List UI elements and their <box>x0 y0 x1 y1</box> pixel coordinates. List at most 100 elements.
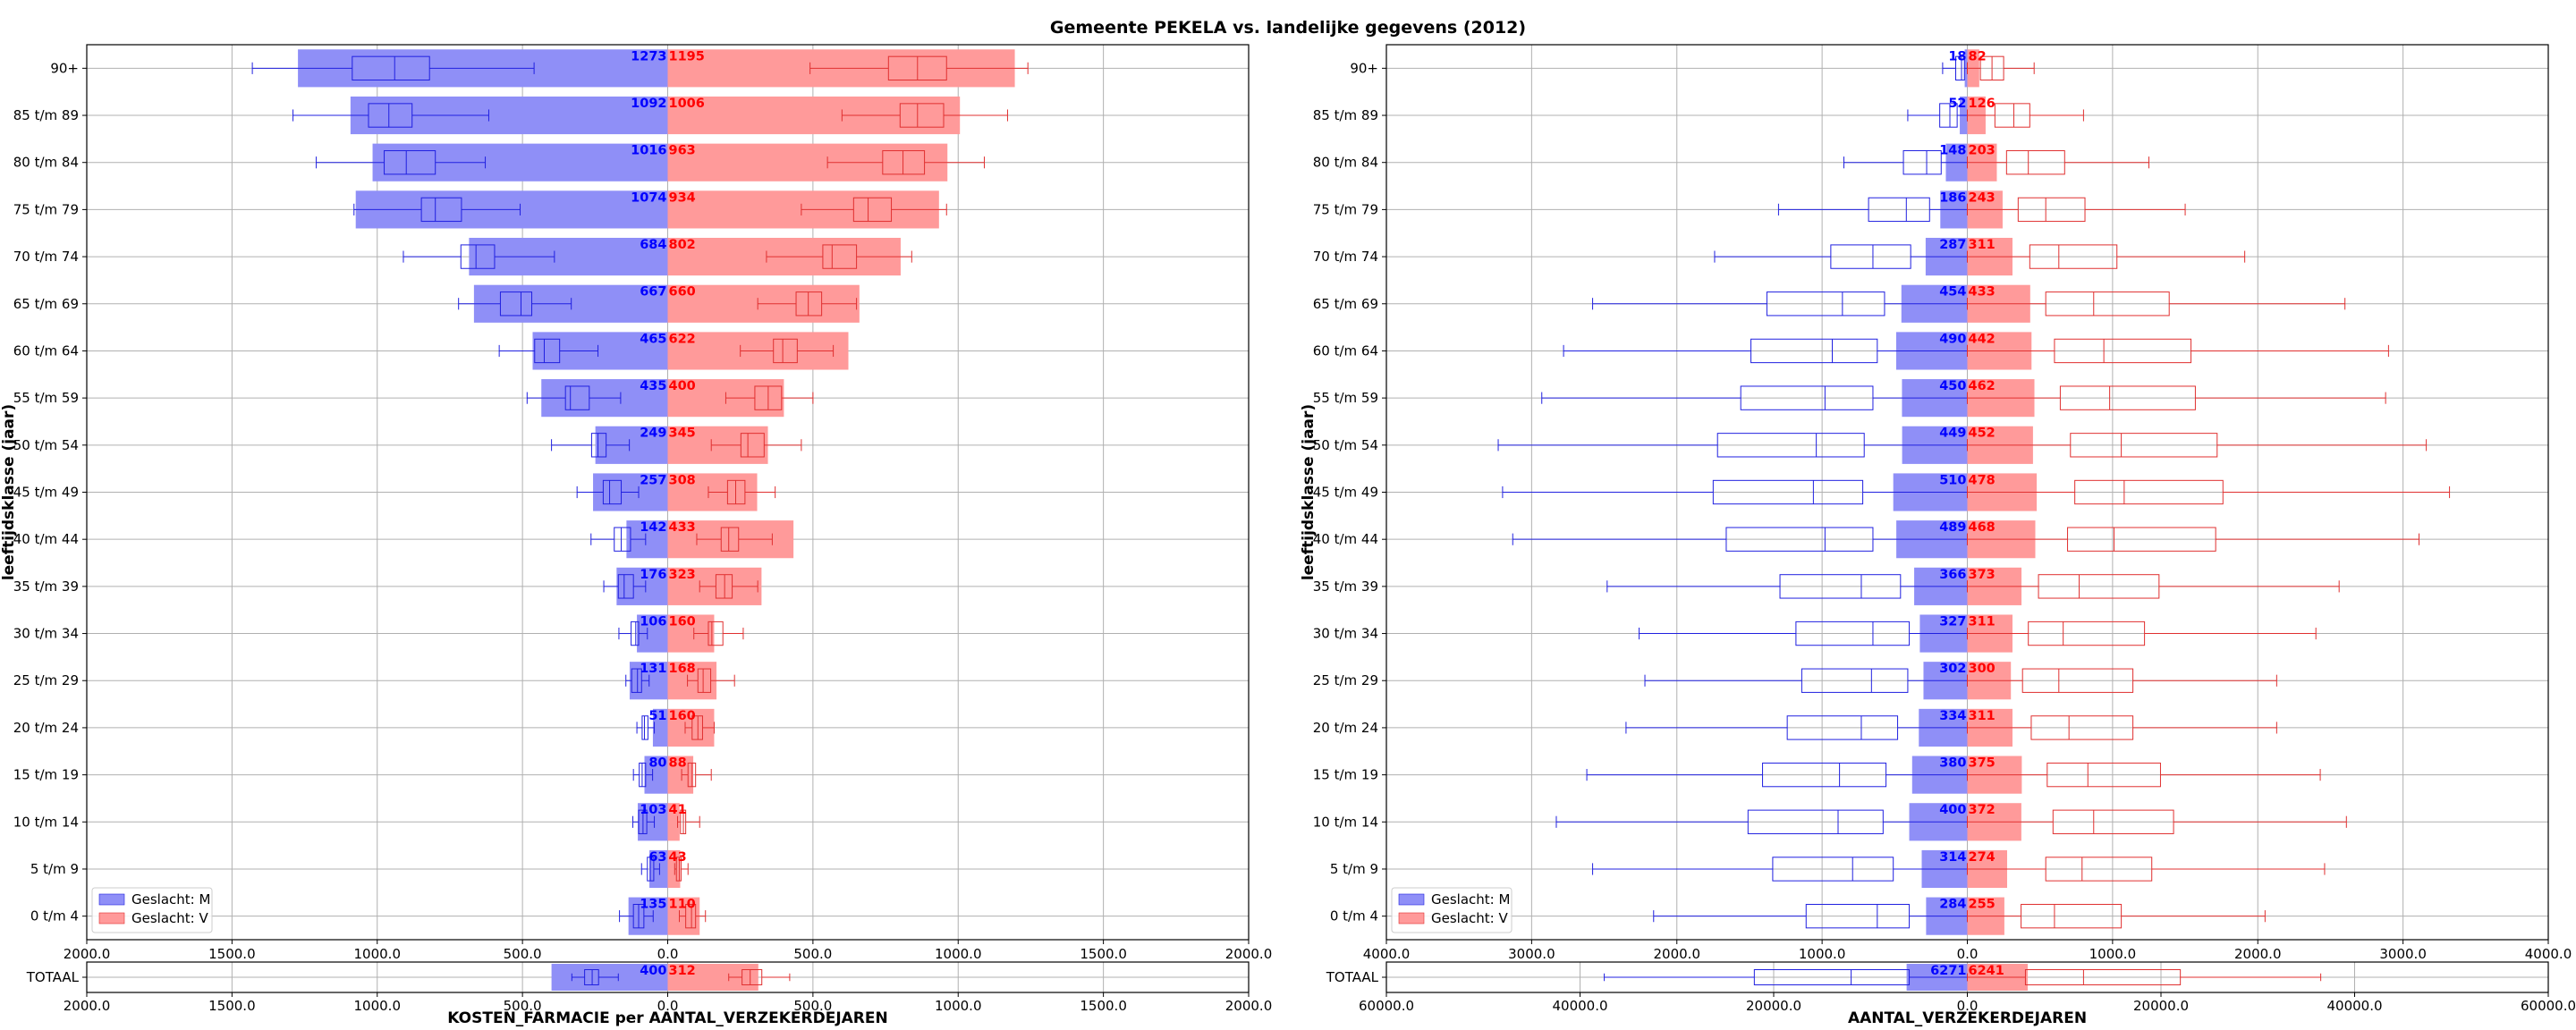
value-label-male: 380 <box>1939 756 1966 771</box>
boxplot-female <box>1967 668 2277 693</box>
box-iqr <box>602 479 623 505</box>
value-label-female: 442 <box>1969 332 1996 346</box>
value-label-male: 366 <box>1939 568 1966 582</box>
value-label-male: 400 <box>1939 803 1966 817</box>
boxplot-male <box>636 715 656 740</box>
y-tick-label: 40 t/m 44 <box>1313 531 1378 547</box>
total-x-tick-label: 60000.0 <box>2521 998 2576 1014</box>
value-label-male: 1273 <box>631 49 666 63</box>
boxplot-male <box>316 150 487 175</box>
boxplot-male <box>402 244 555 269</box>
box-iqr <box>1955 55 1965 81</box>
value-label-female: 1195 <box>669 49 705 63</box>
boxplot-female <box>1967 197 2186 223</box>
y-tick-label: 10 t/m 14 <box>13 814 79 830</box>
value-label-female: 433 <box>669 520 696 535</box>
x-tick-label: 4000.0 <box>1363 946 1411 962</box>
y-tick-label: 85 t/m 89 <box>1313 107 1378 123</box>
legend-swatch-male <box>1398 893 1425 906</box>
boxplot-female <box>1967 479 2451 505</box>
boxplot-male <box>1592 857 1968 882</box>
total-x-tick-label: 20000.0 <box>1746 998 1801 1014</box>
boxplot-female <box>766 244 912 269</box>
box-iqr <box>2005 150 2065 175</box>
bar-female <box>667 96 961 135</box>
boxplot-male <box>458 291 572 317</box>
y-tick-label: 20 t/m 24 <box>1313 720 1378 736</box>
boxplot-female <box>1967 527 2419 552</box>
box-iqr <box>675 857 682 882</box>
value-label-total-male: 400 <box>640 964 666 978</box>
box-iqr <box>534 338 561 364</box>
value-label-male: 249 <box>640 426 666 441</box>
boxplot-female <box>1967 385 2386 410</box>
value-label-female: 963 <box>669 144 696 158</box>
value-label-female: 934 <box>669 190 696 205</box>
box-iqr <box>720 527 740 552</box>
box-iqr <box>1716 433 1865 458</box>
y-tick-label: 0 t/m 4 <box>1330 908 1378 924</box>
value-label-male: 186 <box>1939 190 1966 205</box>
y-tick-label: 5 t/m 9 <box>1330 861 1378 877</box>
legend-label-female: Geslacht: V <box>1431 910 1508 926</box>
box-iqr <box>852 197 893 223</box>
box-iqr <box>1762 762 1887 788</box>
boxplot-male <box>1653 903 1968 929</box>
boxplot-female <box>696 527 773 552</box>
boxplot-total-female <box>728 969 791 985</box>
boxplot-female <box>1967 857 2326 882</box>
total-x-tick-label: 1000.0 <box>935 998 982 1014</box>
value-label-male: 334 <box>1939 709 1966 723</box>
box-iqr <box>368 103 413 128</box>
value-label-female: 82 <box>1969 49 1987 63</box>
y-tick-label: 55 t/m 59 <box>1313 390 1378 406</box>
box-iqr <box>1801 668 1909 693</box>
legend-swatch-female <box>98 912 125 924</box>
y-tick-label: 60 t/m 64 <box>13 342 79 359</box>
total-x-tick-label: 1500.0 <box>208 998 256 1014</box>
box-iqr <box>1750 338 1878 364</box>
box-iqr <box>1747 809 1884 834</box>
y-tick-label: 30 t/m 34 <box>1313 626 1378 642</box>
value-label-female: 478 <box>1969 473 1996 487</box>
value-label-male: 18 <box>1948 49 1966 63</box>
y-tick-label: 15 t/m 19 <box>13 767 79 783</box>
box-iqr <box>1939 103 1958 128</box>
bar-male <box>532 332 668 370</box>
value-label-male: 489 <box>1939 520 1966 535</box>
boxplot-female <box>1967 762 2321 788</box>
box-iqr <box>617 574 634 599</box>
boxplot-female <box>1967 903 2266 929</box>
value-label-female: 468 <box>1969 520 1996 535</box>
box-iqr <box>740 433 765 458</box>
boxplot-male <box>1606 574 1968 599</box>
boxplot-female <box>677 809 700 834</box>
value-label-male: 435 <box>640 379 666 393</box>
box-iqr <box>741 969 763 985</box>
value-label-total-male: 6271 <box>1930 964 1966 978</box>
box-iqr <box>584 969 599 985</box>
value-label-female: 433 <box>1969 285 1996 300</box>
bar-male <box>372 143 668 182</box>
box-iqr <box>685 903 697 929</box>
value-label-male: 327 <box>1939 614 1966 629</box>
boxplot-male <box>1777 197 1968 223</box>
boxplot-male <box>590 527 647 552</box>
x-tick-label: 3000.0 <box>2379 946 2427 962</box>
box-iqr <box>2059 385 2196 410</box>
total-x-tick-label: 60000.0 <box>1359 998 1414 1014</box>
value-label-female: 345 <box>669 426 696 441</box>
value-label-male: 450 <box>1939 379 1966 393</box>
boxplot-female <box>1967 433 2428 458</box>
value-label-total-female: 6241 <box>1969 964 2004 978</box>
y-tick-label: 55 t/m 59 <box>13 390 79 406</box>
boxplot-female <box>1967 715 2277 740</box>
legend: Geslacht: M Geslacht: V <box>1391 887 1513 933</box>
box-iqr <box>1786 715 1899 740</box>
y-tick-label: 70 t/m 74 <box>13 249 79 265</box>
value-label-male: 1074 <box>631 190 666 205</box>
y-tick-label: 65 t/m 69 <box>1313 296 1378 312</box>
boxplot-male <box>619 903 654 929</box>
value-label-female: 622 <box>669 332 696 346</box>
